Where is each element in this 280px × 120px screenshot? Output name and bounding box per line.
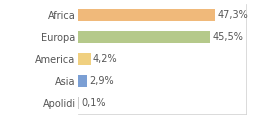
Bar (78, 53, 90, 65)
Bar (78, 31, 210, 43)
Bar (78, 9, 215, 21)
Text: 47,3%: 47,3% (218, 10, 248, 20)
Text: 0,1%: 0,1% (81, 98, 106, 108)
Bar (78, 97, 79, 109)
Bar (78, 75, 87, 87)
Text: 2,9%: 2,9% (89, 76, 114, 86)
Text: 45,5%: 45,5% (213, 32, 243, 42)
Text: 4,2%: 4,2% (93, 54, 118, 64)
